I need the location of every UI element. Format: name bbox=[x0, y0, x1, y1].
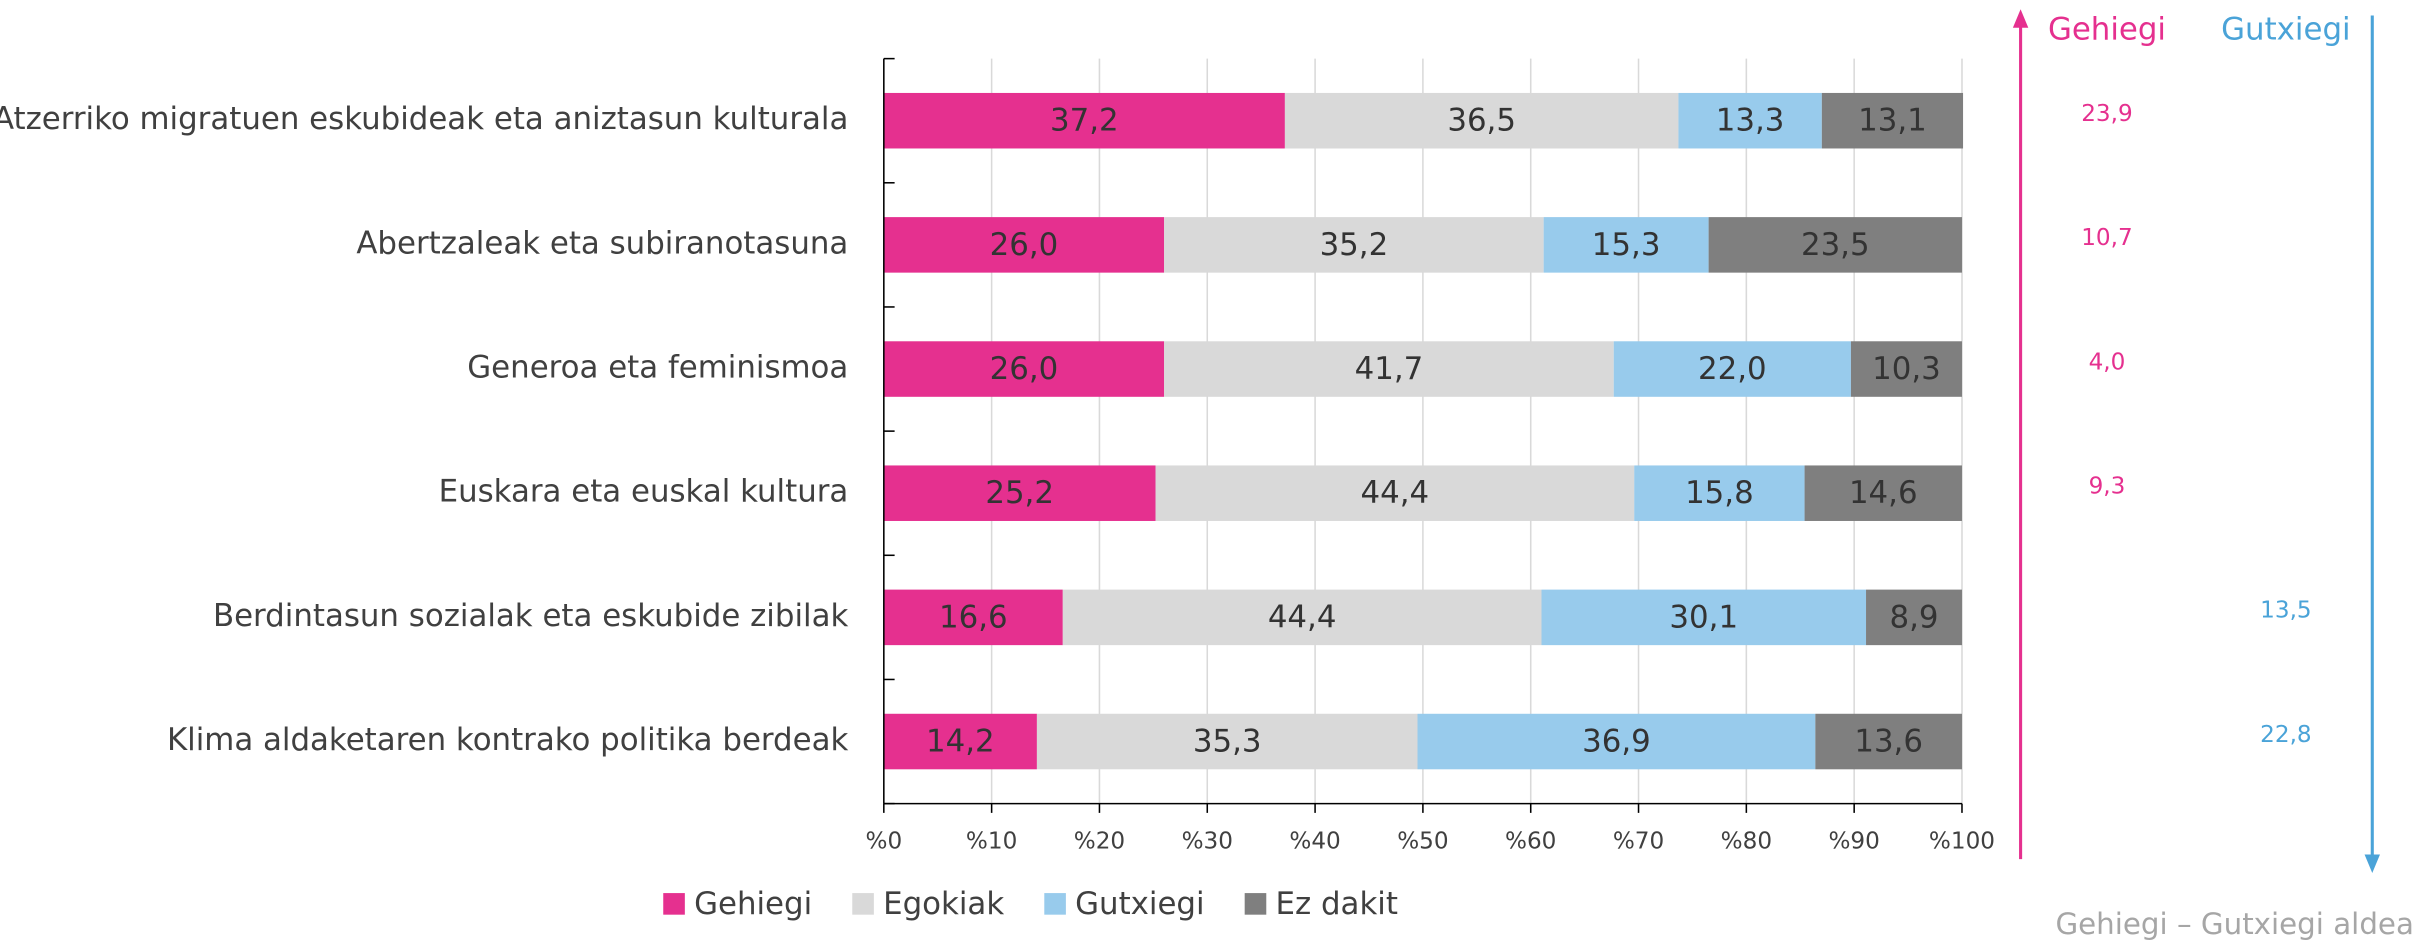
annotation-header: Gehiegi bbox=[2048, 11, 2166, 47]
value-label: 44,4 bbox=[1361, 475, 1430, 511]
value-label: 14,6 bbox=[1849, 475, 1918, 511]
bar-segment bbox=[1866, 589, 1962, 646]
bar-segment bbox=[883, 341, 1165, 397]
bar-segment bbox=[1062, 589, 1542, 646]
legend-swatch bbox=[852, 893, 874, 915]
value-label: 22,0 bbox=[1698, 351, 1767, 387]
bar-segment bbox=[1634, 465, 1805, 521]
x-tick-label: %0 bbox=[865, 829, 902, 855]
bar-segment bbox=[883, 465, 1156, 521]
x-tick-label: %10 bbox=[966, 829, 1017, 855]
legend-label: Ez dakit bbox=[1276, 886, 1398, 922]
bar-segment bbox=[883, 92, 1285, 149]
bar-segment bbox=[1804, 465, 1962, 521]
legend-swatch bbox=[663, 893, 685, 915]
bar-segment bbox=[1155, 465, 1635, 521]
annotation-header: Gutxiegi bbox=[2221, 11, 2350, 47]
x-tick-label: %20 bbox=[1074, 829, 1125, 855]
bar-segment bbox=[883, 713, 1037, 770]
category-label: Euskara eta euskal kultura bbox=[439, 474, 849, 510]
value-label: 35,3 bbox=[1193, 724, 1262, 760]
value-label: 23,5 bbox=[1801, 227, 1870, 263]
value-label: 13,6 bbox=[1854, 724, 1923, 760]
category-label: Generoa eta feminismoa bbox=[467, 350, 848, 386]
value-label: 10,3 bbox=[1872, 351, 1941, 387]
bar-segment bbox=[1543, 217, 1709, 273]
value-label: 30,1 bbox=[1669, 599, 1738, 635]
value-label: 8,9 bbox=[1889, 599, 1938, 635]
difference-label: 9,3 bbox=[2089, 474, 2126, 500]
legend-label: Gehiegi bbox=[694, 886, 812, 922]
bar-segment bbox=[1164, 341, 1614, 397]
arrow-head bbox=[2364, 854, 2380, 874]
difference-label: 4,0 bbox=[2089, 349, 2126, 375]
value-label: 14,2 bbox=[926, 724, 995, 760]
value-label: 26,0 bbox=[990, 351, 1059, 387]
x-tick-label: %60 bbox=[1505, 829, 1556, 855]
bar-segment bbox=[1164, 217, 1544, 273]
x-tick-label: %30 bbox=[1182, 829, 1233, 855]
bar-segment bbox=[883, 217, 1165, 273]
x-tick-label: %100 bbox=[1929, 829, 1995, 855]
category-label: Klima aldaketaren kontrako politika berd… bbox=[167, 722, 849, 758]
value-label: 16,6 bbox=[939, 599, 1008, 635]
bar-segment bbox=[1541, 589, 1867, 646]
value-label: 35,2 bbox=[1320, 227, 1389, 263]
value-label: 41,7 bbox=[1355, 351, 1424, 387]
value-label: 44,4 bbox=[1268, 599, 1337, 635]
x-tick-label: %70 bbox=[1613, 829, 1664, 855]
legend-label: Egokiak bbox=[883, 886, 1004, 922]
category-label: Abertzaleak eta subiranotasuna bbox=[356, 225, 848, 261]
difference-label: 10,7 bbox=[2081, 225, 2133, 251]
bar-segment bbox=[1708, 217, 1962, 273]
x-tick-label: %50 bbox=[1397, 829, 1448, 855]
bar-segment bbox=[1284, 92, 1679, 149]
value-label: 25,2 bbox=[985, 475, 1054, 511]
legend-label: Gutxiegi bbox=[1075, 886, 1204, 922]
value-label: 26,0 bbox=[990, 227, 1059, 263]
category-label: Atzerriko migratuen eskubideak eta anizt… bbox=[0, 101, 848, 137]
value-label: 37,2 bbox=[1050, 103, 1119, 139]
category-label: Berdintasun sozialak eta eskubide zibila… bbox=[213, 598, 849, 634]
value-label: 13,1 bbox=[1858, 103, 1927, 139]
x-tick-label: %80 bbox=[1721, 829, 1772, 855]
bar-segment bbox=[1036, 713, 1418, 770]
x-tick-label: %40 bbox=[1289, 829, 1340, 855]
value-label: 13,3 bbox=[1716, 103, 1785, 139]
value-label: 15,8 bbox=[1685, 475, 1754, 511]
bar-segment bbox=[1678, 92, 1822, 149]
bar-segment bbox=[1821, 92, 1964, 149]
bar-segment bbox=[1850, 341, 1962, 397]
bar-segment bbox=[1417, 713, 1816, 770]
value-label: 36,9 bbox=[1582, 724, 1651, 760]
legend-swatch bbox=[1244, 893, 1267, 915]
arrow-head bbox=[2012, 9, 2029, 28]
bar-segment bbox=[883, 589, 1063, 646]
difference-label: 13,5 bbox=[2260, 598, 2312, 624]
difference-label: 23,9 bbox=[2081, 101, 2133, 127]
x-tick-label: %90 bbox=[1828, 829, 1879, 855]
difference-label: 22,8 bbox=[2260, 722, 2312, 748]
legend-swatch bbox=[1044, 893, 1066, 915]
annotation-title: Gehiegi – Gutxiegi aldea bbox=[2055, 907, 2413, 941]
bar-segment bbox=[1613, 341, 1851, 397]
value-label: 15,3 bbox=[1592, 227, 1661, 263]
bar-segment bbox=[1815, 713, 1962, 770]
value-label: 36,5 bbox=[1447, 103, 1516, 139]
